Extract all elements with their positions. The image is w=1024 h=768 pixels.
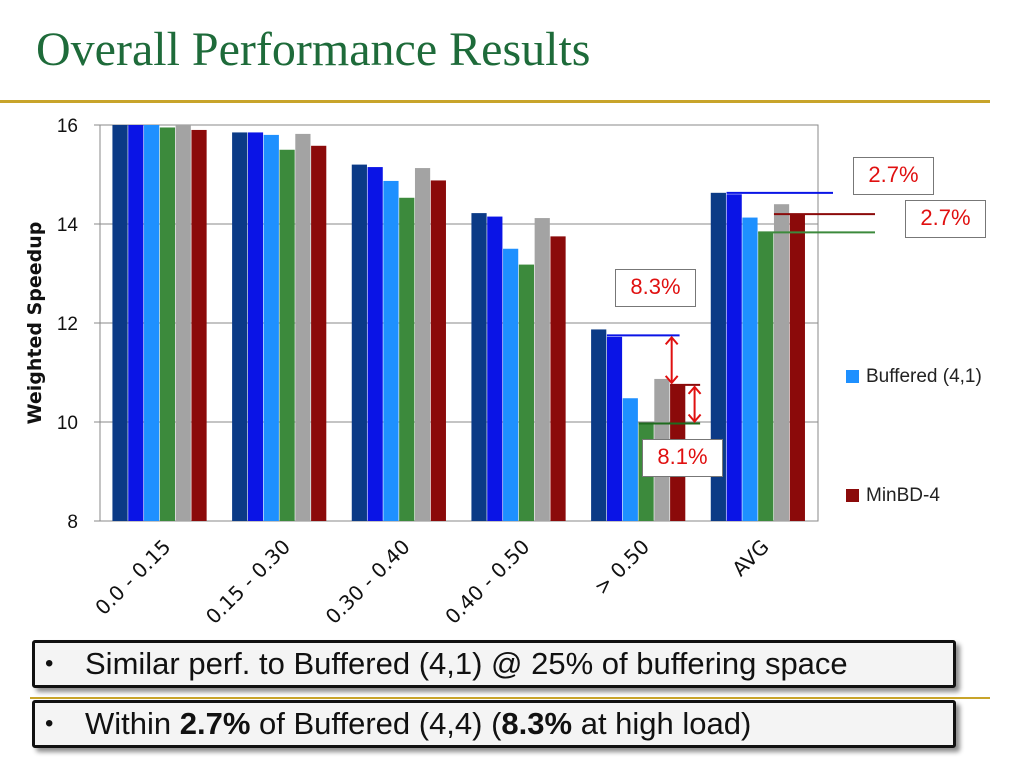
bar (789, 214, 805, 521)
callout-avg-upper: 2.7% (853, 157, 934, 195)
title-divider (0, 100, 990, 103)
x-tick-label: 0.15 - 0.30 (201, 535, 295, 629)
legend-item-minbd: MinBD-4 (846, 485, 940, 507)
bar (399, 197, 415, 521)
bar (430, 180, 446, 521)
bar (263, 134, 279, 521)
arrow-8-3-head-bottom (664, 375, 679, 385)
bullet-text: Similar perf. to Buffered (4,1) @ 25% of… (85, 646, 848, 681)
bar (742, 217, 758, 521)
callout-high-load-upper: 8.3% (615, 269, 696, 307)
bar (159, 127, 176, 521)
bar (175, 125, 191, 521)
bar (144, 125, 160, 521)
arrow-8-1-head-bottom (687, 413, 702, 424)
bar (311, 145, 327, 522)
bullet-text-pre: Within (85, 706, 180, 741)
bar (550, 236, 566, 521)
bar (518, 264, 535, 521)
bar (487, 216, 503, 521)
bullet-text-post: at high load) (572, 706, 752, 741)
bullet-text-bold-8-3: 8.3% (501, 706, 573, 741)
bar (591, 329, 607, 521)
callout-high-load-lower: 8.1% (642, 439, 723, 477)
bar (232, 132, 248, 522)
bullet-text: Within 2.7% of Buffered (4,4) (8.3% at h… (85, 703, 751, 745)
bullet-box-2: • Within 2.7% of Buffered (4,4) (8.3% at… (32, 700, 956, 748)
bar-chart: 8 10 12 14 16 Weighted Speedup 0.0 - 0.15 0.15 … (24, 116, 875, 629)
legend-label: MinBD-4 (866, 485, 940, 506)
x-tick-label: 0.40 - 0.50 (440, 535, 534, 629)
bar (112, 125, 128, 521)
bar (191, 129, 207, 521)
arrow-8-1-head-top (687, 385, 702, 395)
bar (606, 336, 623, 521)
legend-swatch-buffered (846, 370, 859, 383)
bullet-text-mid: of Buffered (4,4) ( (250, 706, 502, 741)
footer-divider (30, 697, 990, 699)
bullet-box-1: • Similar perf. to Buffered (4,1) @ 25% … (32, 640, 956, 688)
bar (383, 180, 399, 521)
bar (351, 164, 367, 521)
legend-swatch-minbd (846, 489, 859, 502)
bar (726, 194, 742, 522)
bullet-marker: • (45, 650, 54, 677)
bar (710, 192, 726, 521)
bullet-marker: • (45, 710, 54, 737)
bar (622, 398, 638, 521)
bar (758, 232, 774, 522)
y-tick-label: 16 (57, 116, 78, 137)
x-tick-label: 0.30 - 0.40 (321, 535, 415, 629)
x-tick-label: AVG (727, 535, 773, 581)
bar (295, 133, 311, 521)
legend-label: Buffered (4,1) (866, 366, 982, 387)
bar (471, 213, 487, 522)
bar (128, 125, 144, 521)
bar (503, 248, 519, 521)
y-tick-label: 10 (57, 413, 78, 434)
bar (279, 149, 295, 521)
x-tick-label: > 0.50 (589, 535, 654, 600)
x-tick-label: 0.0 - 0.15 (90, 535, 175, 620)
arrow-8-3-head-top (664, 335, 679, 346)
y-axis-label: Weighted Speedup (24, 222, 46, 425)
slide-title: Overall Performance Results (36, 23, 591, 76)
callout-avg-lower: 2.7% (905, 200, 986, 238)
y-tick-label: 8 (67, 512, 78, 533)
y-tick-label: 14 (57, 215, 79, 236)
y-tick-label: 12 (57, 314, 78, 335)
bar (247, 132, 264, 522)
bar (414, 168, 431, 521)
bar (773, 204, 790, 521)
bar (367, 167, 383, 521)
bullet-text-bold-2-7: 2.7% (179, 706, 251, 741)
bar (534, 218, 550, 521)
legend-item-buffered: Buffered (4,1) (846, 366, 982, 388)
